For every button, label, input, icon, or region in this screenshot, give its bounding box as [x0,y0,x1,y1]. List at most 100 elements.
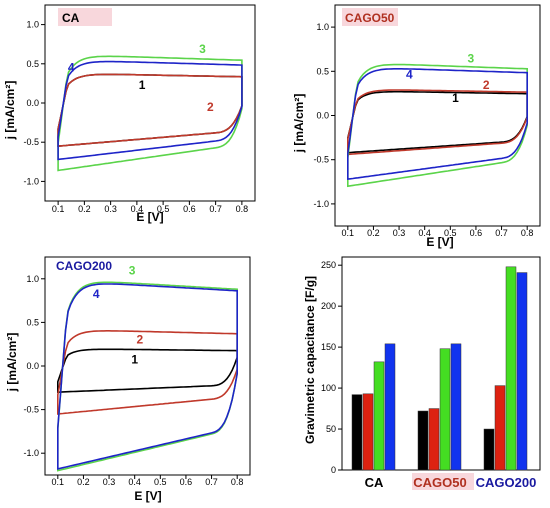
cv-curve-1 [57,348,238,394]
curve-label-3: 3 [199,42,206,56]
bar-cago50-4 [450,343,462,471]
cv-curve-2 [347,89,528,156]
x-axis-title: E [V] [426,235,453,249]
bar-ca-4 [384,343,396,471]
x-tick-label: 0.5 [154,477,167,487]
cv-curve-1 [57,73,243,147]
x-axis-title: E [V] [136,210,163,224]
curve-label-4: 4 [406,67,413,81]
y-axis-title: j [mA/cm²] [292,94,306,154]
bar-cago200-2 [494,385,506,471]
x-tick-label: 0.5 [157,204,170,214]
y-tick-label: 100 [321,383,336,393]
cv-curve-3 [57,281,238,472]
cv-panel-ca: CA E [V] j [mA/cm²] 0.1 0.2 0.3 0.4 0.5 0.6 0.… [3,4,256,224]
x-tick-label: 0.2 [77,477,90,487]
x-tick-label: 0.4 [418,228,431,238]
x-tick-label: 0.8 [231,477,244,487]
x-tick-label: 0.7 [495,228,508,238]
x-tick-label: 0.7 [205,477,218,487]
curve-label-2: 2 [483,78,490,92]
cv-curve-3 [347,63,528,188]
panel-label: CA [62,11,80,25]
y-axis-title: j [mA/cm²] [3,81,17,141]
x-tick-label: 0.3 [103,477,116,487]
y-tick-label: 0.0 [316,111,329,121]
plot-frame [44,4,256,202]
bar-cago200-3 [505,266,517,471]
category-label-bg [412,473,474,490]
y-tick-label: 1.0 [316,22,329,32]
y-tick-label: 1.0 [26,274,39,284]
y-tick-label: -1.0 [313,199,329,209]
cv-curve-3 [57,55,243,172]
plot-frame [334,4,541,227]
x-tick-label: 0.1 [52,477,65,487]
bar-ca-1 [351,394,363,471]
y-tick-label: 50 [326,424,336,434]
x-tick-label: 0.4 [128,477,141,487]
x-tick-label: 0.1 [52,204,65,214]
panel-label-bg [342,8,398,26]
curve-label-4: 4 [93,287,100,301]
y-tick-label: 0.0 [26,361,39,371]
x-tick-label: 0.8 [236,204,249,214]
curve-label-2: 2 [136,332,143,346]
category-label: CAGO200 [476,475,537,490]
cv-panel-cago200: CAGO200 E [V] j [mA/cm²] 0.1 0.2 0.3 0.4 0.5… [5,256,251,503]
y-tick-label: -1.0 [23,448,39,458]
y-tick-label: -0.5 [23,137,39,147]
category-label: CA [365,475,384,490]
cv-curve-2 [57,73,243,147]
y-tick-label: 0 [331,465,336,475]
category-label: CAGO50 [413,475,466,490]
bar-cago200-1 [483,428,495,471]
curve-label-3: 3 [467,51,474,65]
y-tick-label: 0.5 [26,317,39,327]
y-tick-label: 0.0 [26,98,39,108]
y-tick-label: -0.5 [23,405,39,415]
curve-label-1: 1 [131,352,138,366]
cv-curve-2 [57,330,238,415]
x-tick-label: 0.2 [367,228,380,238]
x-tick-label: 0.5 [444,228,457,238]
x-tick-label: 0.3 [393,228,406,238]
y-tick-label: 250 [321,260,336,270]
x-tick-label: 0.2 [78,204,91,214]
x-tick-label: 0.6 [470,228,483,238]
curve-label-1: 1 [139,78,146,92]
y-tick-label: 0.5 [316,66,329,76]
x-tick-label: 0.6 [180,477,193,487]
cv-curve-4 [347,68,528,180]
panel-label: CAGO200 [56,259,112,273]
x-tick-label: 0.7 [209,204,222,214]
y-tick-label: -0.5 [313,155,329,165]
bar-cago50-2 [428,408,440,471]
bar-cago200-4 [516,272,528,471]
y-tick-label: 1.0 [26,20,39,30]
x-tick-label: 0.8 [521,228,534,238]
y-axis-title: Gravimetric capacitance [F/g] [303,276,317,444]
y-tick-label: 200 [321,301,336,311]
y-tick-label: -1.0 [23,176,39,186]
curve-label-4: 4 [68,61,75,75]
curve-label-3: 3 [129,263,136,277]
x-axis-title: E [V] [134,489,161,503]
cv-curve-4 [57,60,243,161]
x-tick-label: 0.6 [183,204,196,214]
x-tick-label: 0.1 [342,228,355,238]
x-tick-label: 0.3 [104,204,117,214]
y-tick-label: 150 [321,342,336,352]
bar-ca-3 [373,361,385,471]
panel-label-bg [58,8,112,26]
curve-label-2: 2 [207,100,214,114]
y-axis-title: j [mA/cm²] [5,333,19,393]
cv-curve-4 [57,283,238,470]
x-tick-label: 0.4 [131,204,144,214]
bar-panel: Gravimetric capacitance [F/g] 0 50 100 150 2… [303,256,541,490]
y-tick-label: 0.5 [26,59,39,69]
bar-cago50-3 [439,348,451,471]
bar-ca-2 [362,393,374,471]
bar-cago50-1 [417,410,429,471]
